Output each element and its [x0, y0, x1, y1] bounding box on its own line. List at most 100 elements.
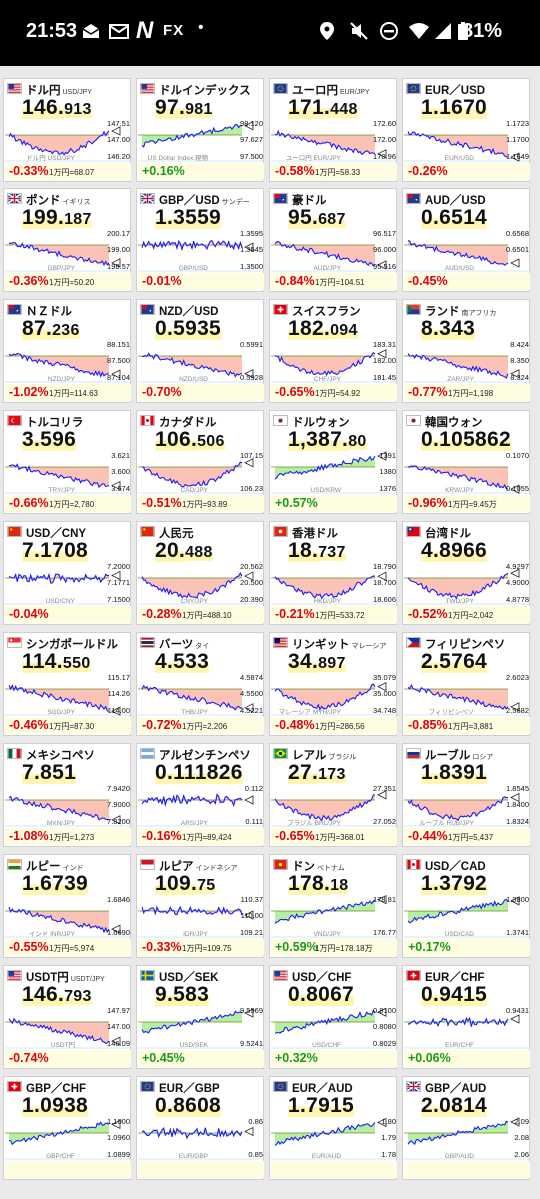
- price-main: 171.: [288, 96, 331, 119]
- currency-card[interactable]: ユーロ円 EUR/JPY 171.448 172.60 172.00 170.96 ユーロ円…: [269, 78, 397, 182]
- pair-subname: インドネシア: [195, 865, 238, 872]
- currency-card[interactable]: ランド 南アフリカ 8.343 8.424 8.350 8.324 ZAR/JPY -0.77…: [402, 299, 530, 403]
- currency-card[interactable]: フィリピンペソ 2.5764 2.6023 2.5682 フィリピンペソ -0.85% 1万…: [402, 632, 530, 736]
- card-footer: [138, 1161, 264, 1178]
- card-header: ドン ベトナム: [273, 858, 395, 872]
- price-main: 27.: [288, 761, 319, 784]
- price-line: [274, 683, 376, 711]
- axis-high-label: 0.1070: [506, 451, 529, 460]
- axis-low-label: 34.748: [373, 706, 396, 715]
- currency-card[interactable]: シンガポールドル 114.550 115.17 114.26 114.00 SGD/JPY…: [3, 632, 131, 736]
- currency-card[interactable]: ドルインデックス 97.981 98.120 97.627 97.500 US Dolla…: [136, 78, 264, 182]
- current-price-marker-icon: [510, 1117, 520, 1127]
- unit-conversion: 1万円=1,273: [49, 833, 95, 842]
- card-footer: -0.48% 1万円=286.56: [271, 717, 397, 734]
- current-price-marker-icon: [510, 484, 520, 494]
- pair-subname: 南アフリカ: [461, 310, 497, 317]
- price-line: [8, 1017, 110, 1045]
- axis-high-label: 110.37: [241, 895, 263, 904]
- current-price-marker-icon: [111, 258, 121, 268]
- axis-high-label: 1.80: [381, 1117, 396, 1126]
- currency-card[interactable]: ルピー インド 1.6739 1.6846 1.6690 インド INR/JPY -0.55…: [3, 854, 131, 958]
- currency-card[interactable]: NZD／USD 0.5935 0.5991 0.5928 NZD/USD -0.70%: [136, 299, 264, 403]
- current-price: 182.094: [288, 317, 358, 341]
- price-fraction: 448: [330, 101, 358, 118]
- price-line: [142, 352, 242, 378]
- price-line: [274, 575, 376, 600]
- currency-card[interactable]: 韓国ウォン 0.105862 0.1070 0.1055 KRW/JPY -0.96% 1万…: [402, 410, 530, 514]
- currency-card[interactable]: USDT円 USDT/JPY 146.793 147.97 147.00 146.09 US…: [3, 965, 131, 1069]
- currency-card[interactable]: 台湾ドル 4.8966 4.9297 4.9000 4.8778 TWD/JPY -0.52…: [402, 521, 530, 625]
- currency-card[interactable]: GBP／CHF 1.0938 1.1000 1.0960 1.0899 GBP/CHF: [3, 1076, 131, 1180]
- currency-card[interactable]: アルゼンチンペソ 0.111826 0.112 0.111 ARS/JPY -0.16% 1…: [136, 743, 264, 847]
- currency-card[interactable]: 人民元 20.488 20.562 20.500 20.390 CNY/JPY -0.28%…: [136, 521, 264, 625]
- currency-card[interactable]: AUD／USD 0.6514 0.6568 0.6501 AUD/USD -0.45%: [402, 188, 530, 292]
- axis-mid-label: 7.9000: [107, 800, 130, 809]
- price-line: [141, 684, 243, 711]
- price-line: [8, 906, 110, 934]
- intraday-chart: 178.81 176.77 VND/JPY: [271, 895, 397, 938]
- currency-card[interactable]: EUR／USD 1.1670 1.1723 1.1700 1.1649 EUR/USD -0…: [402, 78, 530, 182]
- pair-subname: ロシア: [472, 754, 494, 761]
- price-line: [141, 239, 243, 252]
- currency-card[interactable]: EUR／CHF 0.9415 0.9431 EUR/CHF +0.06%: [402, 965, 530, 1069]
- currency-card[interactable]: GBP／USD サンデー 1.3559 1.3595 1.3545 1.3500 GBP/U…: [136, 188, 264, 292]
- intraday-chart: 0.112 0.111 ARS/JPY: [138, 784, 264, 827]
- pair-name: 人民元: [159, 528, 194, 539]
- change-percent: -0.33%: [142, 940, 182, 954]
- currency-card[interactable]: GBP／AUD 2.0814 2.09 2.08 2.06 GBP/AUD: [402, 1076, 530, 1180]
- intraday-chart: 35.079 35.000 34.748 マレーシア MYR/JPY: [271, 673, 397, 716]
- currency-card[interactable]: カナダドル 106.506 107.15 106.23 CAD/JPY -0.51% 1万円…: [136, 410, 264, 514]
- pair-subname: USDT/JPY: [70, 976, 105, 983]
- status-time: 21:53: [26, 20, 78, 42]
- currency-card[interactable]: 香港ドル 18.737 18.790 18.700 18.606 HKD/JPY -0.21…: [269, 521, 397, 625]
- currency-card[interactable]: メキシコペソ 7.851 7.9420 7.9000 7.8200 MXN/JPY -1.0…: [3, 743, 131, 847]
- gb-flag-icon: [7, 193, 22, 204]
- currency-card[interactable]: ドルウォン 1,387.80 1391 1380 1376 USD/KRW +0.57%: [269, 410, 397, 514]
- currency-card[interactable]: 豪ドル 95.687 96.517 96.000 95.516 AUD/JPY -0.84%…: [269, 188, 397, 292]
- currency-card[interactable]: ドル円 USD/JPY 146.913 147.51 147.00 146.20 ドル円 U…: [3, 78, 131, 182]
- chart-watermark: AUD/USD: [445, 265, 475, 272]
- eu-flag-icon: [273, 1081, 288, 1092]
- current-price: 0.105862: [421, 428, 511, 452]
- currency-card[interactable]: リンギット マレーシア 34.897 35.079 35.000 34.748 マレーシア …: [269, 632, 397, 736]
- currency-card[interactable]: USD／CNY 7.1708 7.2000 7.1771 7.1500 USD/CNY -0…: [3, 521, 131, 625]
- currency-card[interactable]: ＮＺドル 87.236 88.151 87.500 87.104 NZD/JPY -1.02…: [3, 299, 131, 403]
- fx-app-icon: FX: [163, 22, 185, 39]
- pair-name: バーツ タイ: [159, 639, 210, 650]
- currency-card[interactable]: USD／SEK 9.583 9.5969 9.5241 USD/SEK +0.45%: [136, 965, 264, 1069]
- currency-card[interactable]: ポンド イギリス 199.187 200.17 199.00 198.57 GBP/JPY -…: [3, 188, 131, 292]
- change-percent: +0.16%: [142, 164, 185, 178]
- currency-card[interactable]: スイスフラン 182.094 183.31 182.00 181.45 CHF/JPY -0…: [269, 299, 397, 403]
- axis-high-label: 35.079: [373, 673, 396, 682]
- card-footer: -0.85% 1万円=3,881: [404, 717, 530, 734]
- intraday-chart: 1.1723 1.1700 1.1649 EUR/USD: [404, 119, 530, 162]
- currency-card[interactable]: USD／CHF 0.8067 0.8100 0.8080 0.8029 USD/CHF +0…: [269, 965, 397, 1069]
- currency-card[interactable]: EUR／GBP 0.8608 0.86 0.85 EUR/GBP: [136, 1076, 264, 1180]
- price-line: [407, 796, 509, 821]
- current-price: 106.506: [155, 428, 225, 452]
- current-price: 2.0814: [421, 1094, 488, 1118]
- current-price-marker-icon: [111, 1119, 121, 1130]
- chart-watermark: ARS/JPY: [181, 820, 209, 827]
- price-line: [141, 793, 243, 808]
- currency-card[interactable]: レアル ブラジル 27.173 27.351 27.052 ブラジル BRL/JPY -0.…: [269, 743, 397, 847]
- change-area: [142, 124, 242, 147]
- currency-card[interactable]: バーツ タイ 4.533 4.5874 4.5500 4.5221 THB/JPY -0.72…: [136, 632, 264, 736]
- axis-low-label: 3.574: [111, 484, 130, 493]
- pair-name: カナダドル: [159, 417, 217, 428]
- price-line: [8, 1121, 110, 1146]
- intraday-chart: 200.17 199.00 198.57 GBP/JPY: [5, 229, 131, 272]
- price-line: [407, 1016, 509, 1028]
- change-area: [408, 353, 508, 378]
- price-main: 18.: [288, 539, 319, 562]
- currency-card[interactable]: トルコリラ 3.596 3.621 3.600 3.574 TRY/JPY -0.66% 1万…: [3, 410, 131, 514]
- currency-card[interactable]: ドン ベトナム 178.18 178.81 176.77 VND/JPY +0.59% 1万円…: [269, 854, 397, 958]
- currency-card[interactable]: ルピア インドネシア 109.75 110.37 110.00 109.21 IDR/JPY…: [136, 854, 264, 958]
- currency-card[interactable]: ルーブル ロシア 1.8391 1.8545 1.8400 1.8324 ルーブル RUB/…: [402, 743, 530, 847]
- current-price: 4.533: [155, 650, 210, 674]
- currency-card[interactable]: EUR／AUD 1.7915 1.80 1.79 1.78 EUR/AUD: [269, 1076, 397, 1180]
- currency-card[interactable]: USD／CAD 1.3792 1.3800 1.3741 USD/CAD +0.17%: [402, 854, 530, 958]
- current-price: 199.187: [22, 206, 92, 230]
- card-header: EUR／CHF: [406, 969, 528, 983]
